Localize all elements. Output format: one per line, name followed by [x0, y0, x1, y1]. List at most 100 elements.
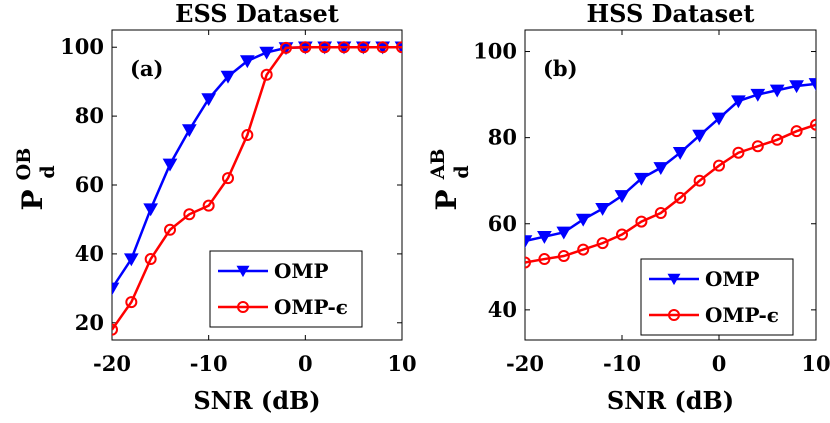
series-omp-eps — [525, 118, 816, 269]
data-point — [112, 323, 118, 336]
data-point — [557, 250, 570, 263]
data-point — [575, 213, 591, 227]
data-point — [299, 41, 312, 54]
y-tick-label: 100 — [473, 39, 517, 64]
data-point — [338, 41, 350, 54]
data-point — [538, 253, 551, 266]
data-point — [750, 88, 766, 102]
x-tick-label: 0 — [712, 351, 727, 376]
panel-label: (a) — [130, 56, 163, 81]
y-axis-label-sup: OB — [13, 148, 35, 181]
legend-entry: OMP — [218, 259, 329, 283]
series-omp-eps — [112, 41, 402, 336]
y-tick-label: 80 — [75, 103, 104, 128]
y-tick-label: 40 — [75, 241, 104, 266]
x-tick-label: -20 — [506, 351, 544, 376]
data-point — [556, 226, 572, 240]
y-axis-label-sub: d — [451, 165, 473, 178]
legend-label: OMP — [705, 267, 760, 291]
y-axis-label-main: P — [430, 189, 463, 210]
data-point — [810, 118, 816, 131]
data-point — [634, 172, 649, 186]
data-point — [577, 243, 590, 256]
x-tick-label: -20 — [93, 351, 131, 376]
data-point — [614, 190, 630, 203]
data-point — [183, 208, 196, 221]
legend: OMP OMP-ϵ — [209, 250, 363, 328]
chart-title: HSS Dataset — [586, 0, 754, 28]
data-point — [711, 112, 727, 126]
x-tick-label: 10 — [801, 351, 830, 376]
y-axis-label-sub: d — [37, 165, 59, 178]
data-point — [357, 41, 370, 54]
legend-entry: OMP-ϵ — [218, 295, 348, 319]
legend-marker — [667, 273, 681, 286]
series-omp — [525, 78, 816, 249]
legend-label: OMP — [274, 259, 329, 283]
data-point — [616, 228, 628, 241]
data-point — [732, 146, 745, 159]
x-tick-label: -10 — [603, 351, 641, 376]
x-axis-label: SNR (dB) — [193, 386, 320, 415]
data-point — [674, 191, 687, 204]
y-tick-label: 80 — [488, 125, 517, 150]
data-point — [525, 235, 533, 249]
legend-entry: OMP — [649, 267, 760, 291]
y-tick-label: 60 — [75, 172, 104, 197]
data-point — [692, 129, 707, 143]
legend-label: OMP-ϵ — [274, 295, 348, 319]
legend: OMP OMP-ϵ — [640, 258, 794, 336]
data-point — [259, 46, 275, 60]
data-point — [318, 41, 331, 54]
y-axis-label: P OB d — [13, 148, 59, 211]
data-point — [222, 172, 234, 185]
data-point — [164, 223, 176, 236]
data-point — [731, 95, 746, 109]
data-point — [713, 159, 725, 172]
y-axis-label-main: P — [16, 189, 49, 210]
data-point — [143, 203, 159, 217]
chart-title: ESS Dataset — [175, 0, 339, 28]
data-point — [672, 147, 688, 160]
y-tick-label: 60 — [488, 211, 517, 236]
data-point — [525, 256, 531, 269]
data-point — [693, 174, 706, 187]
x-axis-label: SNR (dB) — [607, 386, 734, 415]
y-tick-label: 40 — [488, 297, 517, 322]
data-point — [596, 237, 609, 250]
x-tick-label: -10 — [190, 351, 228, 376]
data-point — [123, 253, 139, 267]
x-tick-label: 0 — [298, 351, 313, 376]
data-point — [112, 282, 120, 296]
data-point — [201, 93, 217, 107]
data-point — [376, 41, 389, 54]
data-point — [239, 55, 255, 69]
chart-panel-0: ESS Dataset -20 -10 0 10 20 40 60 80 100 SNR (dB) P… — [13, 0, 417, 415]
data-point — [162, 158, 178, 172]
y-axis-label: P AB d — [427, 149, 473, 211]
data-point — [280, 41, 292, 54]
data-point — [790, 125, 803, 138]
data-point — [654, 206, 667, 219]
series-line — [525, 123, 816, 264]
series-line — [112, 45, 402, 331]
data-point — [181, 124, 197, 138]
data-point — [144, 253, 157, 266]
data-point — [769, 84, 785, 98]
series-line — [525, 82, 816, 243]
data-point — [260, 68, 273, 81]
chart-panel-1: HSS Dataset -20 -10 0 10 40 60 80 100 SNR (dB) P AB… — [427, 0, 830, 415]
panel-label: (b) — [543, 56, 578, 81]
data-point — [125, 296, 138, 309]
y-tick-label: 100 — [60, 34, 104, 59]
legend-box — [209, 250, 363, 328]
data-point — [396, 41, 402, 54]
x-tick-label: 10 — [387, 351, 416, 376]
legend-marker — [236, 265, 250, 278]
legend-marker — [237, 301, 249, 313]
data-point — [789, 80, 804, 94]
data-point — [771, 133, 784, 146]
y-tick-label: 20 — [75, 310, 104, 335]
legend-box — [640, 258, 794, 336]
